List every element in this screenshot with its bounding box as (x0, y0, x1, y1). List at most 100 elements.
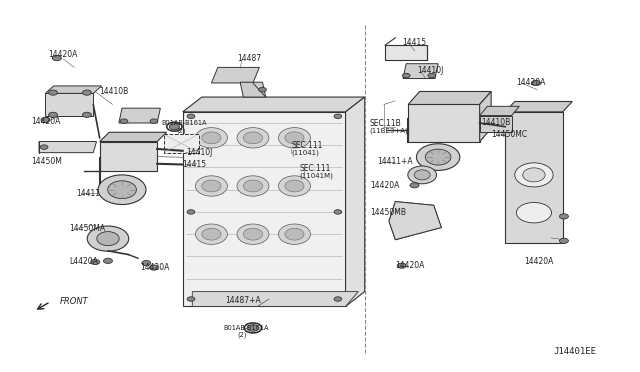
Polygon shape (45, 86, 102, 93)
Polygon shape (100, 141, 157, 171)
Text: 14410J: 14410J (417, 66, 444, 75)
Polygon shape (385, 45, 428, 60)
Text: FRONT: FRONT (60, 297, 88, 306)
Polygon shape (479, 116, 511, 132)
Ellipse shape (243, 180, 262, 192)
Circle shape (41, 118, 50, 123)
Circle shape (150, 119, 158, 124)
Ellipse shape (195, 128, 227, 148)
Circle shape (559, 238, 568, 243)
Circle shape (40, 145, 48, 149)
Text: 14420A: 14420A (396, 261, 425, 270)
Ellipse shape (237, 224, 269, 244)
Text: SEC.111: SEC.111 (291, 141, 323, 150)
Polygon shape (479, 106, 519, 116)
Ellipse shape (285, 228, 304, 240)
Ellipse shape (414, 170, 430, 180)
Text: SEC.111: SEC.111 (300, 164, 331, 173)
Ellipse shape (202, 180, 221, 192)
Circle shape (91, 259, 100, 264)
Polygon shape (164, 134, 198, 153)
Text: L4420A: L4420A (70, 257, 99, 266)
Circle shape (187, 114, 195, 119)
Ellipse shape (523, 168, 545, 182)
Circle shape (52, 55, 61, 61)
Polygon shape (39, 141, 97, 153)
Text: 14415: 14415 (182, 160, 207, 169)
Polygon shape (100, 132, 167, 141)
Circle shape (150, 265, 159, 270)
Text: J14401EE: J14401EE (554, 347, 597, 356)
Text: 14420A: 14420A (524, 257, 554, 266)
Circle shape (49, 90, 58, 95)
Ellipse shape (202, 228, 221, 240)
Ellipse shape (237, 176, 269, 196)
Text: (2): (2) (176, 128, 186, 134)
Ellipse shape (202, 132, 221, 144)
Text: 14487+A: 14487+A (225, 296, 261, 305)
Polygon shape (182, 97, 365, 112)
Ellipse shape (516, 202, 552, 223)
Text: 14450MC: 14450MC (491, 129, 527, 139)
Text: 14420A: 14420A (140, 263, 170, 272)
Polygon shape (240, 82, 266, 97)
Circle shape (247, 325, 259, 331)
Text: 14420A: 14420A (370, 181, 399, 190)
Circle shape (170, 124, 179, 130)
Circle shape (403, 73, 410, 78)
Text: 14411: 14411 (76, 189, 100, 198)
Ellipse shape (278, 224, 310, 244)
Text: (11041M): (11041M) (300, 172, 333, 179)
Text: (11041): (11041) (291, 150, 319, 156)
Ellipse shape (97, 232, 119, 246)
Text: SEC.11B: SEC.11B (370, 119, 401, 128)
Circle shape (142, 260, 151, 266)
Circle shape (428, 73, 436, 78)
Ellipse shape (278, 128, 310, 148)
Circle shape (259, 87, 266, 92)
Text: 14450M: 14450M (31, 157, 62, 166)
Ellipse shape (87, 226, 129, 251)
Circle shape (83, 90, 92, 95)
Polygon shape (119, 108, 161, 123)
Polygon shape (389, 202, 442, 240)
Polygon shape (403, 64, 438, 78)
Text: 14450MB: 14450MB (370, 208, 406, 217)
Ellipse shape (408, 166, 436, 184)
Text: 14420A: 14420A (49, 50, 78, 59)
Text: 14410B: 14410B (100, 87, 129, 96)
Ellipse shape (278, 176, 310, 196)
Ellipse shape (237, 128, 269, 148)
Ellipse shape (285, 132, 304, 144)
Polygon shape (389, 202, 442, 240)
Text: 14410B: 14410B (481, 118, 510, 127)
Ellipse shape (195, 176, 227, 196)
Polygon shape (45, 93, 93, 116)
Text: 14420A: 14420A (31, 117, 61, 126)
Polygon shape (346, 97, 365, 307)
Polygon shape (505, 102, 572, 112)
Text: 14487: 14487 (237, 54, 261, 62)
Circle shape (187, 297, 195, 301)
Text: B01AB-B161A: B01AB-B161A (162, 120, 207, 126)
Ellipse shape (98, 175, 146, 205)
Polygon shape (211, 67, 259, 83)
Text: 14415: 14415 (402, 38, 426, 47)
Circle shape (120, 119, 128, 124)
Circle shape (397, 263, 406, 268)
Ellipse shape (243, 132, 262, 144)
Circle shape (334, 297, 342, 301)
Circle shape (334, 210, 342, 214)
Polygon shape (192, 292, 358, 307)
Ellipse shape (426, 149, 451, 165)
Text: 14410J: 14410J (186, 148, 212, 157)
Ellipse shape (515, 163, 553, 187)
Text: 14420A: 14420A (516, 78, 546, 87)
Polygon shape (505, 112, 563, 243)
Text: 14450MA: 14450MA (70, 224, 106, 233)
Ellipse shape (417, 144, 460, 170)
Circle shape (187, 210, 195, 214)
Ellipse shape (108, 181, 136, 199)
Text: B01AB-B161A: B01AB-B161A (223, 325, 268, 331)
Polygon shape (408, 92, 491, 105)
